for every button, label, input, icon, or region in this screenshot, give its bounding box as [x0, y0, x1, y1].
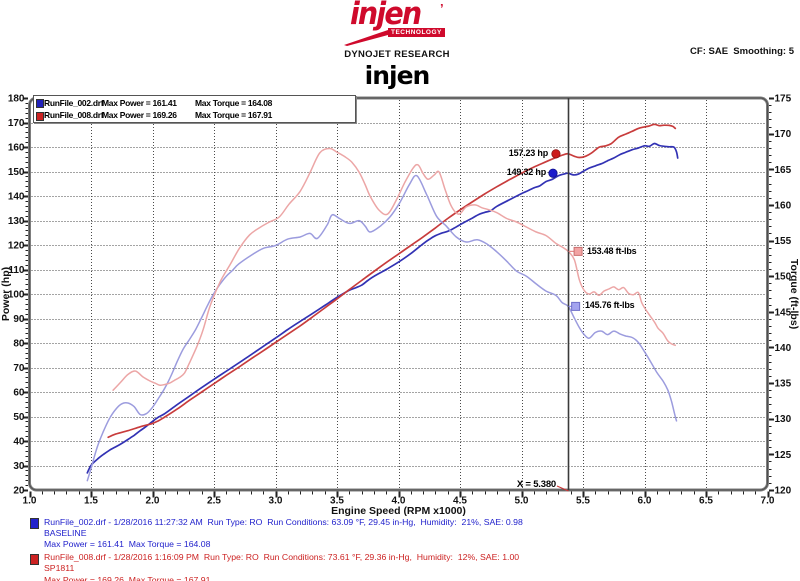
cursor-marker-square — [571, 301, 581, 311]
cursor-x-label: X = 5.380 — [516, 479, 556, 490]
annotation-torque-red: 153.48 ft-lbs — [587, 246, 637, 256]
run-conditions: RunFile_002.drf - 1/28/2016 11:27:32 AM … — [44, 516, 523, 527]
x-tick-label: 1.0 — [23, 496, 37, 507]
curve-runfile-008-power — [107, 123, 677, 439]
chart-legend: RunFile_002.drf Max Power = 161.41 Max Tor… — [33, 95, 356, 123]
y-right-tick-label: 125 — [775, 450, 792, 461]
cursor-marker-dot — [551, 149, 561, 159]
y-right-tick-label: 155 — [775, 236, 792, 247]
legend-swatch-red — [36, 111, 44, 121]
y-left-tick-label: 160 — [8, 143, 25, 154]
legend-file-name: RunFile_008.drf — [44, 110, 104, 120]
y-left-tick-label: 170 — [8, 118, 25, 129]
run-max-values: Max Power = 169.26 Max Torque = 167.91 — [44, 574, 211, 581]
run-info-sp1811: RunFile_008.drf - 1/28/2016 1:16:09 PM R… — [30, 552, 775, 581]
y-left-tick-label: 180 — [8, 94, 25, 105]
curve-runfile-008-torque — [112, 147, 677, 391]
y-left-tick-label: 20 — [13, 486, 25, 497]
injen-logo: injen ’ TECHNOLOGY — [340, 0, 460, 46]
y-left-tick-label: 140 — [8, 192, 25, 203]
y-left-tick-label: 30 — [13, 461, 25, 472]
cursor-label-leader — [556, 485, 569, 492]
y-left-tick-label: 110 — [8, 265, 25, 276]
run-conditions: RunFile_008.drf - 1/28/2016 1:16:09 PM R… — [44, 552, 520, 563]
run-label: SP1811 — [44, 563, 75, 574]
y-left-tick-label: 50 — [13, 412, 25, 423]
y-left-tick-label: 90 — [13, 314, 25, 325]
x-tick-label: 1.5 — [84, 496, 98, 507]
run-info-lines: RunFile_002.drf - 1/28/2016 11:27:32 AM … — [44, 517, 775, 551]
x-tick-label: 3.5 — [330, 496, 344, 507]
legend-row-baseline: RunFile_002.drf Max Power = 161.41 Max Tor… — [34, 98, 355, 109]
logo-word: injen — [350, 0, 422, 32]
legend-max-torque: Max Torque = 164.08 — [195, 97, 273, 108]
y-right-tick-label: 145 — [775, 307, 792, 318]
y-left-tick-label: 80 — [13, 339, 25, 350]
y-right-tick-label: 175 — [775, 94, 792, 105]
cursor-marker-dot — [548, 168, 558, 178]
y-right-tick-label: 165 — [775, 165, 792, 176]
y-left-tick-label: 150 — [8, 167, 25, 178]
x-axis-title: Engine Speed (RPM x1000) — [331, 505, 466, 517]
logo-technology-label: TECHNOLOGY — [388, 28, 445, 37]
y-right-tick-label: 150 — [775, 272, 792, 283]
legend-row-sp1811: RunFile_008.drf Max Power = 169.26 Max Tor… — [34, 110, 355, 121]
y-left-tick-label: 120 — [8, 241, 25, 252]
annotation-torque-blue: 145.76 ft-lbs — [585, 300, 635, 310]
x-tick-label: 7.0 — [761, 496, 775, 507]
y-right-axis-title: Torque (ft-lbs) — [788, 259, 800, 329]
run-file-icon-red — [30, 553, 39, 565]
x-tick-label: 3.0 — [269, 496, 283, 507]
x-tick-label: 5.0 — [515, 496, 529, 507]
x-tick-label: 6.5 — [699, 496, 713, 507]
logo-trademark: ’ — [440, 1, 444, 16]
y-right-tick-label: 135 — [775, 379, 792, 390]
x-tick-label: 6.0 — [638, 496, 652, 507]
x-tick-label: 2.5 — [207, 496, 221, 507]
correction-factor-label: CF: SAE Smoothing: 5 — [690, 46, 794, 57]
y-left-tick-label: 40 — [13, 437, 25, 448]
plot-frame-inner — [29, 97, 768, 491]
legend-max-power: Max Power = 161.41 — [102, 97, 177, 108]
y-left-tick-label: 60 — [13, 388, 25, 399]
run-max-values: Max Power = 161.41 Max Torque = 164.08 — [44, 538, 211, 549]
x-tick-label: 4.0 — [392, 496, 406, 507]
y-right-tick-label: 170 — [775, 129, 792, 140]
run-info-baseline: RunFile_002.drf - 1/28/2016 11:27:32 AM … — [30, 517, 775, 551]
annotation-power-blue: 149.32 hp — [506, 167, 546, 177]
y-right-tick-label: 140 — [775, 343, 792, 354]
y-left-tick-label: 130 — [8, 216, 25, 227]
x-tick-label: 5.5 — [576, 496, 590, 507]
dynojet-research-label: DYNOJET RESEARCH — [344, 49, 450, 60]
page-title: injen — [364, 61, 431, 90]
x-tick-label: 4.5 — [453, 496, 467, 507]
y-right-tick-label: 160 — [775, 200, 792, 211]
y-left-tick-label: 70 — [13, 363, 25, 374]
annotation-power-red: 157.23 hp — [508, 148, 548, 158]
y-right-tick-label: 130 — [775, 414, 792, 425]
y-left-tick-label: 100 — [8, 290, 25, 301]
legend-max-torque: Max Torque = 167.91 — [195, 110, 273, 120]
y-left-axis-title: Power (hp) — [0, 267, 12, 321]
cursor-marker-square — [573, 246, 583, 256]
legend-swatch-blue — [36, 99, 44, 108]
run-info-lines: RunFile_008.drf - 1/28/2016 1:16:09 PM R… — [44, 552, 775, 581]
legend-max-power: Max Power = 169.26 — [102, 110, 177, 120]
run-file-icon-blue — [30, 518, 39, 529]
logo-slash-icon — [344, 30, 388, 46]
legend-file-name: RunFile_002.drf — [44, 97, 104, 108]
y-right-tick-label: 120 — [775, 486, 792, 497]
run-label: BASELINE — [44, 527, 87, 538]
x-tick-label: 2.0 — [146, 496, 160, 507]
curve-runfile-002-power — [86, 142, 679, 474]
run-info-footer: RunFile_002.drf - 1/28/2016 11:27:32 AM … — [30, 517, 775, 581]
